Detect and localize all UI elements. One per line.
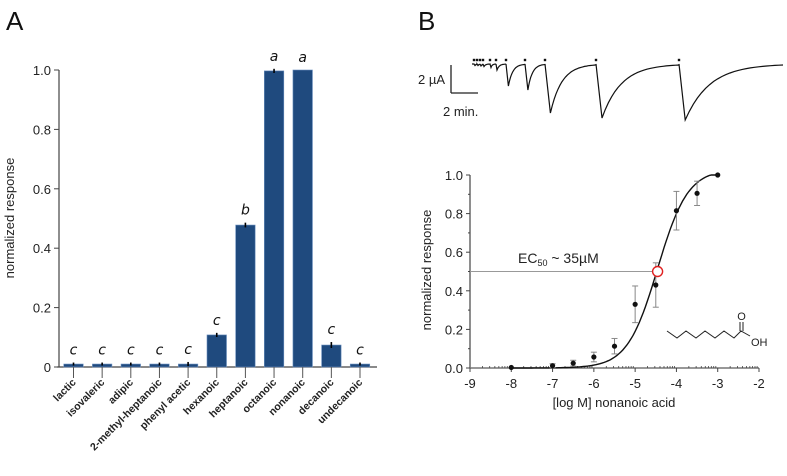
current-trace bbox=[472, 62, 784, 123]
stimulus-dot bbox=[677, 58, 681, 62]
y-tick-label-b: 0.8 bbox=[445, 207, 463, 222]
y-axis-title-a: normalized response bbox=[2, 158, 17, 279]
dose-response-panel-b: normalized response [log M] nonanoic aci… bbox=[419, 168, 768, 410]
data-point bbox=[508, 364, 514, 371]
stimulus-dot bbox=[504, 58, 508, 62]
significance-label: c bbox=[327, 322, 335, 338]
x-tick-label-b: -2 bbox=[753, 376, 765, 391]
bar-decanoic bbox=[321, 344, 342, 368]
stimulus-dot bbox=[488, 58, 492, 62]
stimulus-markers bbox=[472, 58, 681, 62]
current-trace-panel: 2 µA 2 min. bbox=[418, 58, 784, 123]
y-tick-label-b: 0.2 bbox=[445, 322, 463, 337]
y-tick-label-a: 1.0 bbox=[33, 63, 51, 78]
data-points bbox=[508, 172, 721, 371]
hydroxyl-label: OH bbox=[751, 337, 768, 349]
significance-label: a bbox=[270, 49, 279, 65]
y-tick-label-a: 0.4 bbox=[33, 241, 51, 256]
y-tick-label-b: 0.0 bbox=[445, 361, 463, 376]
significance-label: a bbox=[298, 50, 307, 66]
bar-heptanoic bbox=[235, 224, 256, 368]
data-point bbox=[611, 343, 618, 349]
stimulus-dot bbox=[494, 58, 498, 62]
x-tick-label-b: -8 bbox=[506, 376, 518, 391]
stimulus-dot bbox=[594, 58, 598, 62]
bar-octanoic bbox=[263, 70, 285, 368]
stimulus-dot bbox=[475, 58, 479, 62]
x-tick-label-b: -9 bbox=[464, 376, 476, 391]
y-tick-label-b: 1.0 bbox=[445, 168, 463, 183]
significance-label: c bbox=[184, 342, 192, 358]
data-point bbox=[715, 172, 721, 178]
x-tick-label-b: -4 bbox=[671, 376, 683, 391]
scale-time-label: 2 min. bbox=[443, 104, 478, 119]
data-point bbox=[673, 208, 680, 214]
axes-b: 0.0 0.2 0.4 0.6 0.8 1.0 -9 -8 -7 -6 -5 -4 -3 -2 bbox=[445, 168, 765, 391]
fit-curve bbox=[511, 174, 718, 369]
y-tick-label-a: 0 bbox=[44, 360, 51, 375]
ec50-annotation: EC50 ~ 35µM bbox=[518, 250, 599, 268]
panel-label-b: B bbox=[418, 6, 435, 36]
y-tick-label-a: 0.2 bbox=[33, 301, 51, 316]
stimulus-dot bbox=[523, 58, 527, 62]
nonanoic-acid-structure: O OH bbox=[666, 311, 768, 349]
data-point bbox=[591, 354, 597, 360]
data-point bbox=[694, 190, 700, 196]
bar-hexanoic bbox=[206, 334, 227, 368]
scale-current-label: 2 µA bbox=[418, 72, 445, 87]
ec50-marker bbox=[651, 265, 664, 278]
bars: c c c c c c b a a c c bbox=[63, 49, 371, 368]
carbon-chain bbox=[666, 330, 751, 339]
significance-label: c bbox=[356, 343, 364, 359]
x-tick-label-b: -5 bbox=[629, 376, 641, 391]
stimulus-dot bbox=[543, 58, 547, 62]
panel-label-a: A bbox=[6, 6, 24, 36]
oxygen-label: O bbox=[737, 311, 746, 323]
x-tick-label-b: -7 bbox=[547, 376, 559, 391]
significance-label: b bbox=[241, 203, 250, 219]
x-axis-title-b: [log M] nonanoic acid bbox=[553, 395, 676, 410]
y-tick-label-a: 0.6 bbox=[33, 182, 51, 197]
x-axis-a: lacticisovalericadipic2-methyl-heptanoic… bbox=[51, 367, 365, 453]
data-point bbox=[549, 363, 556, 369]
bar-nonanoic bbox=[292, 69, 313, 368]
y-tick-label-b: 0.6 bbox=[445, 245, 463, 260]
stimulus-dot bbox=[478, 58, 482, 62]
stimulus-dot bbox=[472, 58, 476, 62]
significance-label: c bbox=[213, 313, 221, 329]
y-tick-label-b: 0.4 bbox=[445, 284, 463, 299]
stimulus-dot bbox=[481, 58, 485, 62]
y-axis-a: 0 0.2 0.4 0.6 0.8 1.0 bbox=[33, 63, 377, 375]
x-tick-label-b: -3 bbox=[712, 376, 724, 391]
x-tick-label-b: -6 bbox=[588, 376, 600, 391]
y-tick-label-a: 0.8 bbox=[33, 122, 51, 137]
data-point bbox=[632, 301, 638, 307]
data-point bbox=[653, 282, 659, 288]
significance-label: c bbox=[70, 343, 78, 359]
significance-label: c bbox=[156, 343, 164, 359]
y-axis-title-b: normalized response bbox=[419, 210, 434, 331]
significance-label: c bbox=[127, 343, 135, 359]
data-point bbox=[570, 360, 576, 366]
significance-label: c bbox=[98, 343, 106, 359]
